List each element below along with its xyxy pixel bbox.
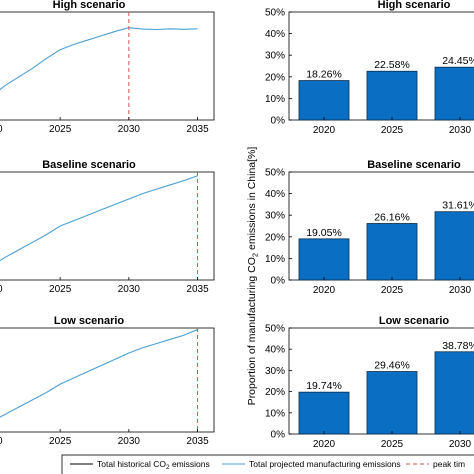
x-tick-label: 2030 xyxy=(449,125,472,136)
line-panel-2: Baseline scenario 2020 2025 2030 2035 xyxy=(0,159,215,295)
y-tick-label: 50% xyxy=(265,8,285,19)
x-tick-label: 2020 xyxy=(313,125,336,136)
projected-emissions-line xyxy=(0,27,198,91)
y-tick-label: 0% xyxy=(271,116,286,127)
bar-panel-1: High scenario 0% 10% 20% 30% 40% 50% 18.26% 2020… xyxy=(265,0,474,136)
panel-title: Baseline scenario xyxy=(367,159,461,171)
x-tick-label: 2025 xyxy=(381,439,404,450)
bar-value-label: 22.58% xyxy=(374,59,410,71)
line-panel-3: Low scenario 2020 2025 2030 2035 xyxy=(0,315,215,447)
bar-2025 xyxy=(366,223,418,281)
y-tick-label: 0% xyxy=(271,430,286,441)
bar-2025 xyxy=(366,70,418,121)
bar-panel-2: Baseline scenario 0% 10% 20% 30% 40% 50% 19.05%… xyxy=(265,159,474,296)
x-tick-label: 2025 xyxy=(49,124,72,135)
x-tick-label: 2030 xyxy=(118,284,141,295)
x-tick-label: 2035 xyxy=(186,284,209,295)
y-tick-label: 40% xyxy=(265,29,285,40)
x-tick-label: 2020 xyxy=(0,436,3,447)
legend-label-2: Total projected manufacturing emissions xyxy=(249,459,401,469)
x-tick-label: 2020 xyxy=(313,439,336,450)
panel-title: Baseline scenario xyxy=(42,159,136,171)
x-tick-label: 2025 xyxy=(49,284,72,295)
projected-emissions-line xyxy=(0,175,198,262)
bar-2020 xyxy=(298,391,350,435)
x-tick-label: 2035 xyxy=(186,124,209,135)
bar-value-label: 19.74% xyxy=(306,380,342,392)
y-tick-label: 50% xyxy=(265,324,285,335)
x-tick-label: 2020 xyxy=(0,284,3,295)
x-tick-label: 2025 xyxy=(49,436,72,447)
bar-value-label: 19.05% xyxy=(306,227,342,239)
y-tick-label: 10% xyxy=(265,94,285,105)
bar-value-label: 29.46% xyxy=(374,360,410,372)
y-tick-label: 40% xyxy=(265,345,285,356)
bar-2030 xyxy=(434,211,474,281)
legend-box xyxy=(61,454,474,474)
y-tick-label: 10% xyxy=(265,254,285,265)
x-tick-label: 2020 xyxy=(0,124,3,135)
bar-2020 xyxy=(298,80,350,121)
x-tick-label: 2030 xyxy=(449,285,472,296)
x-tick-label: 2035 xyxy=(186,436,209,447)
y-tick-label: 40% xyxy=(265,189,285,200)
bar-value-label: 24.45% xyxy=(442,55,474,67)
plot-frame xyxy=(0,171,215,281)
bar-2030 xyxy=(434,351,474,435)
bar-2030 xyxy=(434,66,474,121)
panel-title: Low scenario xyxy=(379,315,450,327)
y-tick-label: 30% xyxy=(265,366,285,377)
y-tick-label: 20% xyxy=(265,72,285,83)
y-axis-label: Proportion of manufacturing CO2 emission… xyxy=(246,147,260,406)
line-panel-1: High scenario 2020 2025 2030 2035 xyxy=(0,0,215,135)
x-tick-label: 2020 xyxy=(313,285,336,296)
legend: Total historical CO2 emissions Total proj… xyxy=(61,454,474,474)
bar-panel-3: Low scenario 0% 10% 20% 30% 40% 50% 19.74% 2020 2… xyxy=(265,315,474,450)
bar-value-label: 26.16% xyxy=(374,211,410,223)
x-tick-label: 2030 xyxy=(118,436,141,447)
line-panels: High scenario2020202520302035Baseline sc… xyxy=(0,0,215,447)
x-tick-label: 2030 xyxy=(449,439,472,450)
x-tick-label: 2025 xyxy=(381,285,404,296)
y-tick-label: 0% xyxy=(271,276,286,287)
y-tick-label: 30% xyxy=(265,211,285,222)
bar-2020 xyxy=(298,238,350,281)
panel-title: High scenario xyxy=(53,0,126,11)
legend-label-3: peak tim xyxy=(433,459,465,469)
plot-frame xyxy=(0,11,215,121)
bar-value-label: 18.26% xyxy=(306,69,342,81)
x-tick-label: 2025 xyxy=(381,125,404,136)
projected-emissions-line xyxy=(0,329,198,418)
panel-title: Low scenario xyxy=(54,315,125,327)
legend-label-1: Total historical CO2 emissions xyxy=(97,459,210,471)
bar-value-label: 31.61% xyxy=(442,200,474,212)
plot-frame xyxy=(0,327,215,433)
panel-title: High scenario xyxy=(378,0,451,11)
y-tick-label: 30% xyxy=(265,51,285,62)
x-tick-label: 2030 xyxy=(118,124,141,135)
bar-panels: High scenario 0% 10% 20% 30% 40% 50% 18.26% 2020… xyxy=(265,0,474,450)
bar-value-label: 38.78% xyxy=(442,340,474,352)
y-tick-label: 20% xyxy=(265,387,285,398)
y-tick-label: 20% xyxy=(265,232,285,243)
bar-2025 xyxy=(366,371,418,435)
y-tick-label: 10% xyxy=(265,408,285,419)
y-tick-label: 50% xyxy=(265,168,285,179)
